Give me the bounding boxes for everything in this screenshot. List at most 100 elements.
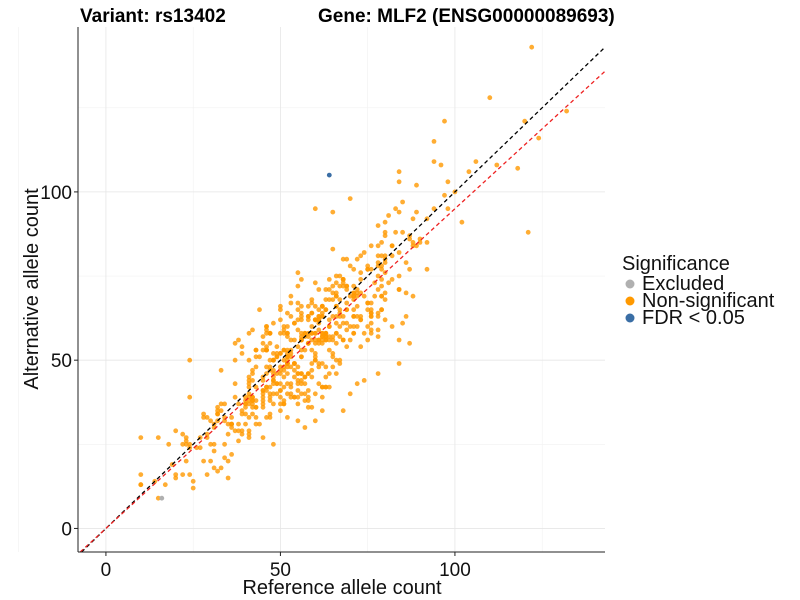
point-non-significant (340, 283, 346, 289)
point-non-significant (222, 441, 228, 447)
point-non-significant (333, 280, 339, 286)
point-non-significant (236, 428, 241, 434)
point-non-significant (253, 415, 259, 420)
point-non-significant (278, 367, 283, 373)
point-non-significant (312, 357, 318, 363)
point-non-significant (522, 118, 528, 124)
point-non-significant (138, 482, 144, 488)
chart-title-gene: Gene: MLF2 (ENSG00000089693) (318, 6, 615, 27)
point-non-significant (459, 219, 465, 225)
point-non-significant (340, 314, 346, 319)
point-non-significant (295, 283, 301, 289)
point-non-significant (351, 307, 357, 313)
points-layer (138, 44, 569, 501)
point-non-significant (166, 441, 172, 447)
point-non-significant (222, 455, 228, 461)
point-non-significant (309, 347, 315, 353)
point-non-significant (312, 303, 318, 309)
point-non-significant (138, 472, 144, 477)
y-tick-label: 0 (61, 519, 72, 540)
point-non-significant (267, 398, 273, 403)
point-non-significant (225, 431, 231, 437)
point-non-significant (271, 320, 276, 326)
point-non-significant (246, 415, 252, 420)
point-non-significant (319, 394, 325, 400)
point-non-significant (260, 388, 266, 393)
point-non-significant (379, 240, 384, 245)
point-non-significant (309, 367, 315, 373)
point-non-significant (354, 256, 360, 262)
point-non-significant (323, 287, 329, 292)
point-non-significant (358, 270, 364, 276)
point-non-significant (278, 381, 283, 387)
point-non-significant (396, 361, 402, 366)
point-non-significant (215, 468, 221, 474)
point-non-significant (271, 351, 276, 356)
point-non-significant (344, 283, 350, 289)
point-non-significant (330, 209, 336, 215)
point-non-significant (278, 408, 283, 414)
point-non-significant (253, 384, 259, 390)
point-non-significant (312, 351, 318, 356)
point-non-significant (340, 320, 346, 326)
point-non-significant (389, 243, 395, 249)
point-non-significant (211, 465, 217, 471)
point-non-significant (173, 428, 179, 434)
point-non-significant (299, 391, 304, 397)
point-non-significant (379, 293, 384, 299)
point-non-significant (215, 404, 221, 410)
axes (77, 27, 605, 553)
reference-line-identity (81, 46, 606, 553)
point-non-significant (305, 334, 311, 339)
point-non-significant (361, 293, 367, 299)
point-non-significant (361, 378, 367, 383)
point-non-significant (239, 411, 245, 417)
point-non-significant (347, 293, 353, 299)
point-non-significant (396, 179, 402, 185)
point-non-significant (333, 273, 339, 279)
legend-swatch-excluded (625, 279, 635, 289)
point-non-significant (319, 361, 325, 366)
point-non-significant (236, 337, 241, 343)
point-non-significant (333, 293, 339, 299)
point-non-significant (424, 240, 430, 245)
point-non-significant (337, 307, 343, 313)
point-non-significant (333, 330, 339, 336)
point-non-significant (326, 384, 332, 390)
point-non-significant (218, 367, 224, 373)
point-non-significant (316, 361, 322, 366)
point-non-significant (281, 374, 287, 380)
point-non-significant (393, 229, 398, 235)
point-non-significant (253, 404, 259, 410)
point-non-significant (323, 364, 329, 370)
point-non-significant (264, 324, 269, 329)
point-non-significant (267, 330, 273, 336)
point-non-significant (253, 354, 259, 360)
point-non-significant (442, 192, 447, 198)
point-non-significant (407, 266, 412, 272)
point-non-significant (344, 287, 350, 292)
point-non-significant (319, 384, 325, 390)
point-non-significant (305, 398, 311, 403)
point-non-significant (347, 391, 353, 397)
point-non-significant (285, 415, 290, 420)
point-non-significant (183, 441, 189, 447)
point-non-significant (431, 159, 437, 165)
point-non-significant (197, 445, 203, 451)
point-non-significant (218, 408, 224, 414)
point-non-significant (368, 327, 374, 333)
point-non-significant (337, 324, 343, 329)
point-non-significant (330, 354, 336, 360)
point-non-significant (274, 381, 280, 387)
point-non-significant (375, 223, 381, 229)
point-non-significant (326, 337, 332, 343)
point-non-significant (288, 293, 294, 299)
point-non-significant (396, 169, 402, 175)
x-axis-title: Reference allele count (242, 577, 441, 599)
point-non-significant (281, 357, 287, 363)
point-non-significant (365, 263, 371, 269)
point-non-significant (396, 337, 402, 343)
point-non-significant (211, 448, 217, 454)
point-non-significant (389, 253, 395, 259)
